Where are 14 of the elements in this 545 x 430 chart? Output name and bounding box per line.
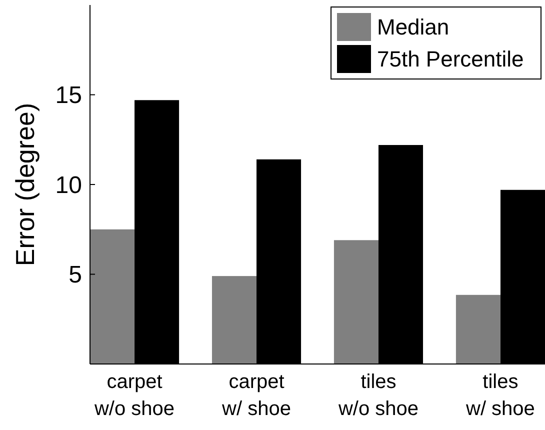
x-tick-label: tiles w/ shoe [465,371,535,420]
bar [334,240,378,364]
x-tick-label: tiles w/o shoe [337,371,419,420]
y-tick-label: 15 [55,82,82,110]
x-tick-label: carpet w/o shoe [93,371,175,420]
x-tick-label: carpet w/ shoe [221,371,291,420]
y-tick-label: 10 [55,172,82,199]
legend-label: Median [377,14,450,40]
y-axis-title: Error (degree) [10,102,40,266]
bar [456,294,500,364]
bar [212,276,257,364]
bar [90,229,135,364]
y-tick-label: 5 [68,262,82,289]
legend-label: 75th Percentile [377,46,524,72]
